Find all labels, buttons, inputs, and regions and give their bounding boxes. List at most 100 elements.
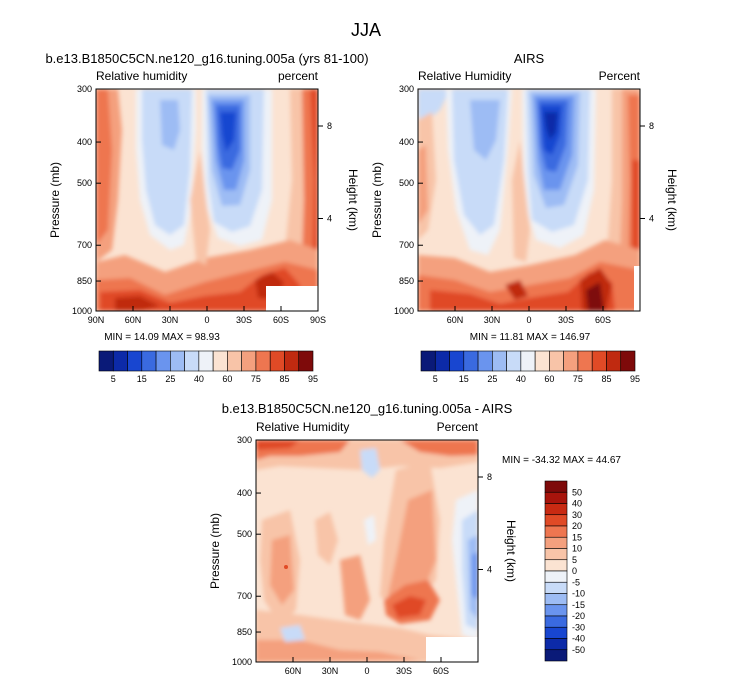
x-tick-label: 30N bbox=[484, 315, 501, 325]
colorbar-swatch bbox=[544, 581, 568, 594]
y2-tick-label: 8 bbox=[649, 121, 654, 131]
colorbar-label: 15 bbox=[572, 532, 582, 542]
y-tick-label: 700 bbox=[237, 591, 252, 601]
colorbar-swatch bbox=[127, 350, 143, 372]
colorbar-label: 15 bbox=[459, 374, 469, 384]
colorbar-label: 5 bbox=[572, 555, 577, 565]
y2-tick-label: 8 bbox=[327, 121, 332, 131]
colorbar-label: 60 bbox=[544, 374, 554, 384]
colorbar-swatch bbox=[112, 350, 128, 372]
colorbar-swatch bbox=[544, 548, 568, 561]
colorbar: 5 15 25 40 60 75 85 95 bbox=[98, 350, 318, 384]
colorbar-swatch bbox=[549, 350, 564, 372]
x-tick-label: 60S bbox=[595, 315, 611, 325]
x-tick-label: 0 bbox=[526, 315, 531, 325]
y-tick-label: 500 bbox=[77, 178, 92, 188]
panel-airs: AIRS Relative Humidity Percent bbox=[370, 51, 679, 384]
colorbar-label: 85 bbox=[601, 374, 611, 384]
colorbar-swatch bbox=[463, 350, 479, 372]
y-axis-label: Pressure (mb) bbox=[370, 162, 384, 238]
colorbar-label: 5 bbox=[111, 374, 116, 384]
y2-tick-label: 4 bbox=[327, 214, 332, 224]
colorbar-label: 15 bbox=[137, 374, 147, 384]
y-tick-label: 500 bbox=[237, 529, 252, 539]
x-tick-label: 30N bbox=[162, 315, 179, 325]
colorbar-swatch bbox=[544, 626, 568, 639]
colorbar-label: 25 bbox=[165, 374, 175, 384]
left-label: Relative humidity bbox=[96, 69, 187, 83]
colorbar-swatch bbox=[544, 491, 568, 504]
colorbar-swatch bbox=[170, 350, 185, 372]
y-tick-label: 1000 bbox=[394, 306, 414, 316]
colorbar-label: 10 bbox=[572, 544, 582, 554]
colorbar-label: 40 bbox=[194, 374, 204, 384]
colorbar-swatch bbox=[184, 350, 200, 372]
y-tick-label: 850 bbox=[237, 627, 252, 637]
y2-tick-label: 8 bbox=[487, 472, 492, 482]
colorbar-swatch bbox=[544, 536, 568, 549]
x-tick-label: 90S bbox=[310, 315, 326, 325]
colorbar-swatch bbox=[241, 350, 257, 372]
x-tick-label: 60N bbox=[125, 315, 142, 325]
colorbar-label: 95 bbox=[630, 374, 640, 384]
y-tick-label: 500 bbox=[399, 178, 414, 188]
colorbar-swatch bbox=[492, 350, 507, 372]
colorbar-swatch bbox=[606, 350, 622, 372]
contour-field bbox=[256, 440, 478, 662]
colorbar-swatch bbox=[434, 350, 450, 372]
y-axis-label: Pressure (mb) bbox=[208, 513, 222, 589]
x-tick-label: 60S bbox=[273, 315, 289, 325]
y2-axis-label: Height (km) bbox=[346, 169, 360, 231]
y-tick-label: 400 bbox=[77, 137, 92, 147]
contour-field bbox=[96, 89, 318, 311]
panel-model: b.e13.B1850C5CN.ne120_g16.tuning.005a (y… bbox=[45, 51, 368, 384]
x-tick-label: 0 bbox=[204, 315, 209, 325]
colorbar-swatch bbox=[544, 480, 568, 493]
colorbar-swatch bbox=[155, 350, 171, 372]
colorbar-swatch bbox=[284, 350, 300, 372]
page-title: JJA bbox=[351, 20, 381, 40]
colorbar: 5 15 25 40 60 75 85 95 bbox=[420, 350, 640, 384]
y-tick-label: 1000 bbox=[232, 657, 252, 667]
x-tick-label: 30S bbox=[558, 315, 574, 325]
colorbar-swatch bbox=[198, 350, 214, 372]
colorbar-swatch bbox=[449, 350, 465, 372]
x-tick-label: 30N bbox=[322, 666, 339, 676]
colorbar-label: -40 bbox=[572, 634, 585, 644]
left-label: Relative Humidity bbox=[256, 420, 349, 434]
y2-axis-label: Height (km) bbox=[504, 520, 518, 582]
colorbar-swatch bbox=[520, 350, 536, 372]
right-label: percent bbox=[278, 69, 319, 83]
colorbar-swatch bbox=[544, 649, 568, 662]
colorbar-label: -15 bbox=[572, 600, 585, 610]
colorbar-swatch bbox=[620, 350, 636, 372]
colorbar-swatch bbox=[577, 350, 593, 372]
y-tick-label: 400 bbox=[399, 137, 414, 147]
colorbar-label: -5 bbox=[572, 577, 580, 587]
colorbar-swatch bbox=[544, 593, 568, 606]
colorbar-swatch bbox=[227, 350, 242, 372]
left-label: Relative Humidity bbox=[418, 69, 511, 83]
panel-title: b.e13.B1850C5CN.ne120_g16.tuning.005a - … bbox=[222, 401, 513, 416]
colorbar-swatch bbox=[212, 350, 228, 372]
x-tick-label: 60N bbox=[447, 315, 464, 325]
stats-text: MIN = 14.09 MAX = 98.93 bbox=[104, 332, 220, 343]
x-tick-label: 60N bbox=[285, 666, 302, 676]
contour-field bbox=[418, 89, 640, 311]
colorbar-label: 40 bbox=[572, 499, 582, 509]
colorbar-swatch bbox=[98, 350, 114, 372]
colorbar-swatch bbox=[563, 350, 579, 372]
colorbar-label: 60 bbox=[222, 374, 232, 384]
colorbar-label: 20 bbox=[572, 521, 582, 531]
colorbar-swatch bbox=[544, 638, 568, 651]
colorbar-label: -50 bbox=[572, 645, 585, 655]
colorbar-label: 85 bbox=[279, 374, 289, 384]
colorbar-swatch bbox=[544, 570, 568, 583]
y-tick-label: 300 bbox=[399, 84, 414, 94]
colorbar-swatch bbox=[420, 350, 436, 372]
colorbar-label: 40 bbox=[516, 374, 526, 384]
colorbar-label: 75 bbox=[251, 374, 261, 384]
colorbar-swatch bbox=[477, 350, 493, 372]
